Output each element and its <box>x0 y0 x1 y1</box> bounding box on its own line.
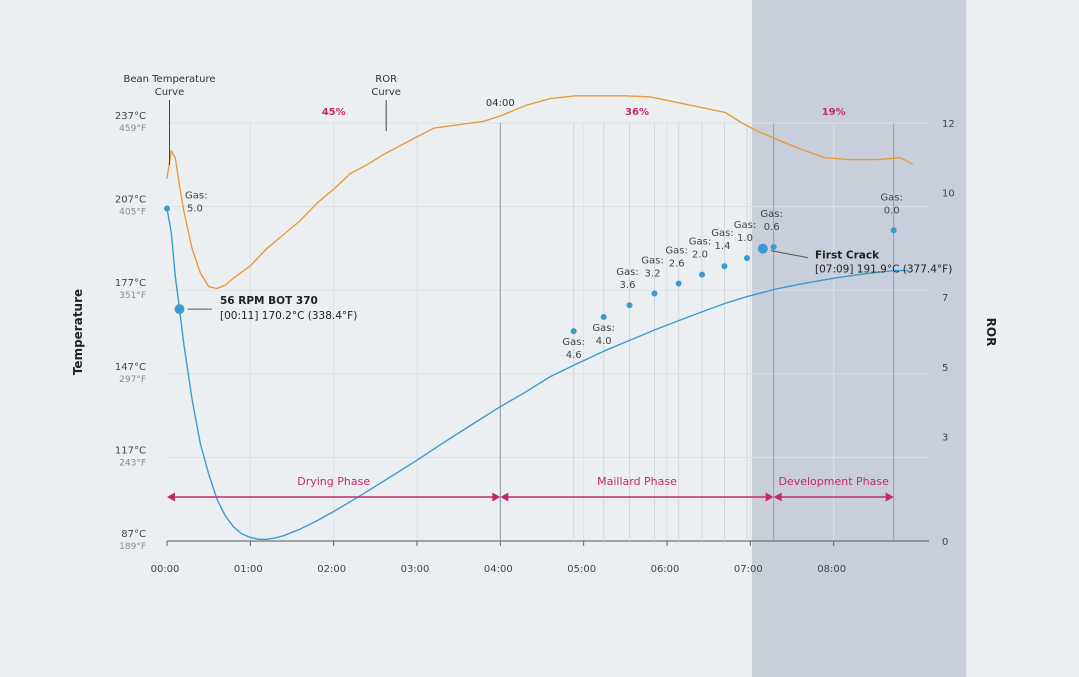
phase-percent-label: 19% <box>822 107 846 118</box>
gas-event-point <box>744 255 750 262</box>
first-crack-marker <box>757 243 768 254</box>
y-tick-label-fahrenheit: 405°F <box>119 208 146 218</box>
gas-event-value: 0.6 <box>764 222 780 233</box>
y-right-tick-label: 5 <box>942 363 948 374</box>
y-right-axis-label: ROR <box>984 318 998 347</box>
y-right-tick-label: 3 <box>942 433 948 444</box>
gas-event-label: Gas: <box>641 256 663 267</box>
gas-event-point <box>721 263 728 270</box>
gas-event-point <box>570 328 577 335</box>
y-tick-label-celsius: 177°C <box>115 278 146 289</box>
gas-event-value: 2.6 <box>669 259 685 270</box>
time-marker-label: 04:00 <box>486 98 515 109</box>
phase-name-label: Development Phase <box>778 475 889 488</box>
ror-series-line <box>166 95 914 290</box>
gas-event-point <box>651 290 658 297</box>
y-tick-label-fahrenheit: 459°F <box>119 124 146 134</box>
x-tick-label: 02:00 <box>317 564 346 575</box>
gas-event-value: 1.0 <box>737 233 753 244</box>
x-tick-label: 06:00 <box>651 564 680 575</box>
phase-name-label: Drying Phase <box>297 475 370 488</box>
first-crack-label-line2: [07:09] 191.9°C (377.4°F) <box>815 264 952 276</box>
gas-event-label: Gas: <box>880 192 902 203</box>
gas-event-point <box>770 244 777 251</box>
gas-event-value: 4.6 <box>566 350 582 361</box>
phase-arrow-head-right <box>885 492 894 502</box>
gas-event-value: 1.4 <box>715 241 731 252</box>
phase-arrow-head-left <box>167 492 175 502</box>
left-axis-ticks: 237°C 459°F 207°C 405°F 177°C 351°F 147°C 297°F… <box>115 111 146 552</box>
x-tick-label: 05:00 <box>567 564 596 575</box>
x-tick-label: 03:00 <box>401 564 430 575</box>
grid <box>167 122 929 542</box>
gas-event-label: Gas: <box>592 323 614 334</box>
gas-event-point <box>600 313 607 320</box>
y-tick-label-fahrenheit: 189°F <box>119 542 146 552</box>
first-crack-pointer <box>770 250 809 259</box>
gas-event-value: 4.0 <box>596 336 612 347</box>
gas-event-label: Gas: <box>689 237 711 248</box>
x-tick-label: 08:00 <box>817 564 846 575</box>
x-tick-label: 07:00 <box>734 564 763 575</box>
gas-event-value: 0.0 <box>884 205 900 216</box>
bean-temperature-series-line <box>166 208 909 540</box>
bean-curve-label-line2: Curve <box>155 87 185 98</box>
first-crack-label-line1: First Crack <box>815 250 880 262</box>
y-tick-label-fahrenheit: 243°F <box>119 458 146 468</box>
y-tick-label-fahrenheit: 297°F <box>119 375 146 385</box>
y-tick-label-celsius: 207°C <box>115 195 146 206</box>
phase-arrow-head-right <box>492 492 501 502</box>
gas-event-label: Gas: <box>734 220 756 231</box>
y-right-tick-label: 12 <box>942 119 955 130</box>
gas-event-value: 2.0 <box>692 250 708 261</box>
gas-event-label: Gas: <box>562 337 584 348</box>
y-tick-label-celsius: 87°C <box>121 529 146 540</box>
bot-label-line1: 56 RPM BOT 370 <box>220 295 318 307</box>
gas-event-label: Gas: <box>760 209 782 220</box>
gas-event-value: 5.0 <box>187 204 203 215</box>
bot-label-line2: [00:11] 170.2°C (338.4°F) <box>220 310 357 322</box>
gas-event-point <box>626 302 633 309</box>
phase-arrow-head-right <box>765 492 774 502</box>
gas-event-value: 3.2 <box>645 269 661 280</box>
gas-event-point <box>164 205 170 212</box>
y-left-axis-label: Temperature <box>71 289 85 375</box>
x-tick-label: 00:00 <box>151 564 180 575</box>
phase-arrow-head-left <box>500 492 509 502</box>
bot-marker <box>174 304 185 315</box>
y-tick-label-celsius: 117°C <box>115 445 146 456</box>
y-right-tick-label: 10 <box>942 189 955 200</box>
bean-temperature-layer <box>166 208 909 540</box>
gas-event-label: Gas: <box>665 246 687 257</box>
gas-layer: Gas:5.0Gas:4.6Gas:4.0Gas:3.6Gas:3.2Gas:2… <box>164 191 903 361</box>
bean-curve-label-line1: Bean Temperature <box>123 74 215 85</box>
y-right-tick-label: 7 <box>942 293 948 304</box>
x-tick-label: 01:00 <box>234 564 263 575</box>
gas-event-value: 3.6 <box>620 280 636 291</box>
x-axis-ticks: 00:00 01:00 02:00 03:00 04:00 05:00 06:00 07:00… <box>151 541 846 575</box>
phase-percent-label: 36% <box>625 107 649 118</box>
gas-event-point <box>675 280 682 287</box>
right-axis-ticks: 12 10 7 5 3 0 <box>942 119 955 548</box>
ror-layer <box>166 95 914 290</box>
phase-name-label: Maillard Phase <box>597 475 677 488</box>
annotation-layer: Bean Temperature Curve ROR Curve 04:00 56 RPM… <box>123 74 952 322</box>
gas-event-label: Gas: <box>185 191 207 202</box>
y-tick-label-fahrenheit: 351°F <box>119 291 146 301</box>
gas-event-point <box>890 227 897 234</box>
x-tick-label: 04:00 <box>484 564 513 575</box>
y-tick-label-celsius: 147°C <box>115 362 146 373</box>
phase-layer: Drying Phase 45% Maillard Phase 36% Developm… <box>167 107 894 502</box>
ror-curve-label-line2: Curve <box>371 87 401 98</box>
ror-curve-label-line1: ROR <box>375 74 397 85</box>
y-tick-label-celsius: 237°C <box>115 111 146 122</box>
phase-arrow-head-left <box>773 492 782 502</box>
y-right-tick-label: 0 <box>942 537 948 548</box>
gas-event-label: Gas: <box>711 228 733 239</box>
gas-event-label: Gas: <box>616 267 638 278</box>
development-phase-shade <box>752 0 966 677</box>
phase-percent-label: 45% <box>322 107 346 118</box>
gas-event-point <box>699 271 705 278</box>
